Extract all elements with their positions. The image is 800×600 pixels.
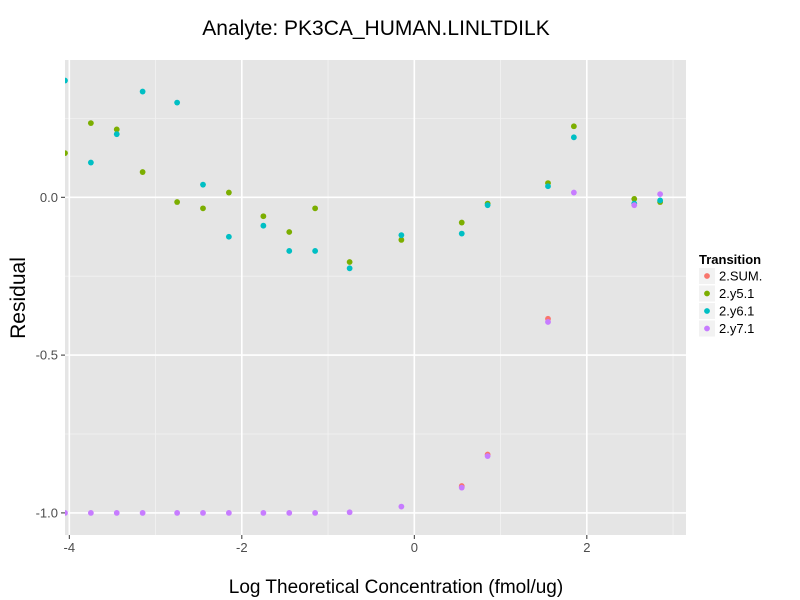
point-2-y7-1 (174, 510, 181, 516)
point-2-y6-1 (458, 230, 465, 237)
point-2-y7-1 (346, 509, 353, 516)
legend-title: Transition (699, 252, 761, 267)
point-2-y6-1 (200, 181, 206, 188)
point-2-y6-1 (286, 248, 293, 254)
point-2-y6-1 (545, 183, 551, 190)
point-2-y5-1 (631, 195, 638, 202)
point-2-y5-1 (174, 199, 181, 205)
point-2-y5-1 (87, 120, 94, 127)
point-2-y7-1 (200, 510, 206, 516)
point-2-y5-1 (346, 259, 353, 265)
point-2-y7-1 (657, 191, 664, 198)
y-tick-label: -0.5 (36, 348, 58, 363)
point-2-y5-1 (225, 189, 232, 196)
point-2-y6-1 (312, 248, 319, 254)
legend-label: 2.SUM. (719, 269, 762, 284)
point-2-y7-1 (286, 510, 293, 516)
y-tick-label: -1.0 (36, 505, 58, 520)
point-2-y5-1 (65, 150, 68, 157)
x-tick-label: 0 (411, 540, 418, 555)
x-tick-label: -4 (64, 540, 76, 555)
major-gridlines (65, 60, 686, 535)
legend-key-point (704, 308, 710, 314)
y-axis-title: Residual (7, 257, 30, 339)
point-2-y7-1 (570, 189, 577, 196)
point-2-y5-1 (312, 205, 319, 212)
point-2-y5-1 (286, 229, 293, 235)
point-2-y5-1 (200, 205, 206, 212)
data-points (65, 77, 664, 516)
point-2-y7-1 (398, 503, 405, 510)
legend-item-2-y6-1: 2.y6.1 (699, 303, 754, 319)
point-2-y7-1 (87, 510, 94, 516)
point-2-y6-1 (65, 77, 68, 84)
point-2-y6-1 (113, 131, 120, 138)
point-2-y7-1 (225, 510, 232, 516)
point-2-y5-1 (458, 219, 465, 226)
point-2-y6-1 (174, 99, 181, 106)
point-2-y7-1 (139, 510, 146, 516)
point-2-y7-1 (65, 510, 68, 516)
point-2-y6-1 (87, 159, 94, 166)
point-2-y6-1 (570, 134, 577, 141)
point-2-y7-1 (631, 202, 638, 209)
legend-label: 2.y6.1 (719, 304, 754, 319)
x-axis-ticks: -4 -2 0 2 (64, 535, 590, 555)
point-2-y5-1 (398, 237, 405, 243)
point-2-y7-1 (458, 484, 465, 491)
point-2-y6-1 (346, 265, 353, 272)
point-2-y7-1 (113, 510, 120, 516)
legend-item-2-y7-1: 2.y7.1 (699, 320, 754, 337)
point-2-y7-1 (260, 510, 267, 516)
point-2-y6-1 (225, 233, 232, 240)
point-2-y6-1 (139, 88, 146, 95)
point-2-y5-1 (139, 169, 146, 175)
x-axis-title: Log Theoretical Concentration (fmol/ug) (229, 577, 563, 598)
point-2-y6-1 (398, 232, 405, 239)
chart-title: Analyte: PK3CA_HUMAN.LINLTDILK (202, 17, 549, 40)
legend-label: 2.y5.1 (719, 286, 754, 301)
x-tick-label: 2 (583, 540, 590, 555)
point-2-y6-1 (260, 222, 267, 229)
point-2-y5-1 (113, 126, 120, 133)
legend-item-2-sum: 2.SUM. (699, 268, 762, 284)
legend-item-2-y5-1: 2.y5.1 (699, 285, 754, 302)
point-2-y6-1 (484, 202, 491, 209)
panel-background (65, 60, 686, 535)
x-tick-label: -2 (236, 540, 248, 555)
legend-label: 2.y7.1 (719, 321, 754, 336)
point-2-y7-1 (312, 510, 319, 516)
legend-key-point (704, 325, 710, 332)
point-2-y7-1 (545, 319, 551, 325)
minor-gridlines (65, 60, 686, 535)
point-2-y6-1 (657, 197, 664, 204)
legend-key-point (704, 273, 710, 279)
point-2-y7-1 (484, 453, 491, 459)
point-2-y5-1 (570, 123, 577, 130)
y-axis-ticks: -1.0 -0.5 0.0 (36, 190, 65, 520)
legend: Transition 2.SUM. 2.y5.1 2.y6.1 2.y7.1 (699, 252, 762, 337)
point-2-y5-1 (260, 213, 267, 220)
legend-key-point (704, 290, 710, 297)
y-tick-label: 0.0 (40, 190, 58, 205)
